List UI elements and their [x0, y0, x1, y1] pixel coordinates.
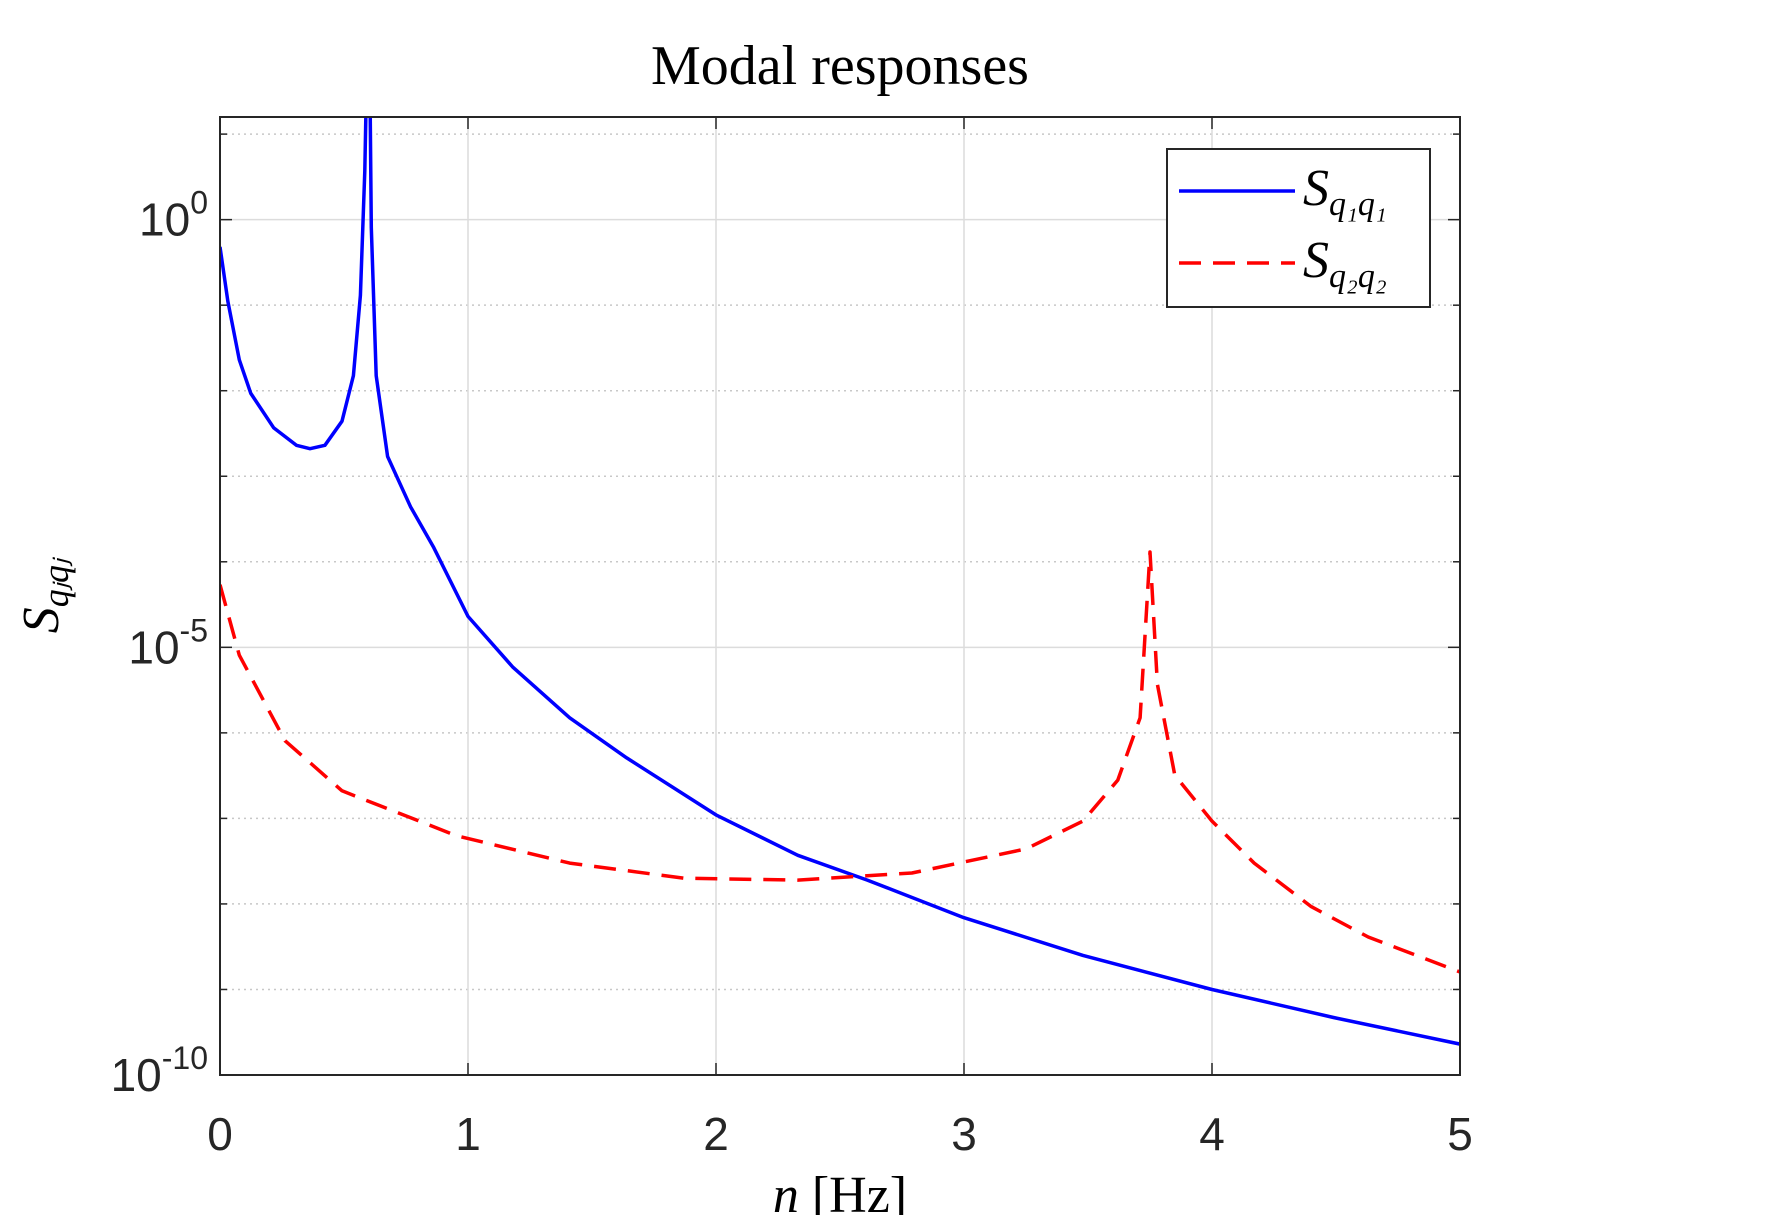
- axes-box: [219, 116, 1461, 1076]
- series-line: [220, 117, 1460, 1046]
- x-tick-label: 3: [951, 1108, 977, 1160]
- x-tick-label: 5: [1447, 1108, 1473, 1160]
- y-tick-label: 100: [139, 185, 208, 246]
- plot-lines: [220, 117, 1460, 1046]
- chart-title: Modal responses: [651, 35, 1029, 97]
- y-tick-label: 10-10: [111, 1040, 208, 1101]
- y-axis-label: Sqⱼqⱼ: [13, 556, 76, 633]
- x-tick-label: 1: [455, 1108, 481, 1160]
- legend-label: Sq₂q₂: [1303, 232, 1387, 295]
- x-axis-label: n [Hz]: [773, 1167, 907, 1215]
- y-tick-label: 10-5: [128, 612, 208, 673]
- x-tick-label: 4: [1199, 1108, 1225, 1160]
- x-tick-label: 2: [703, 1108, 729, 1160]
- x-tick-label: 0: [207, 1108, 233, 1160]
- series-line: [220, 550, 1460, 974]
- legend-label: Sq₁q₁: [1303, 160, 1387, 223]
- legend-box: [1166, 148, 1431, 308]
